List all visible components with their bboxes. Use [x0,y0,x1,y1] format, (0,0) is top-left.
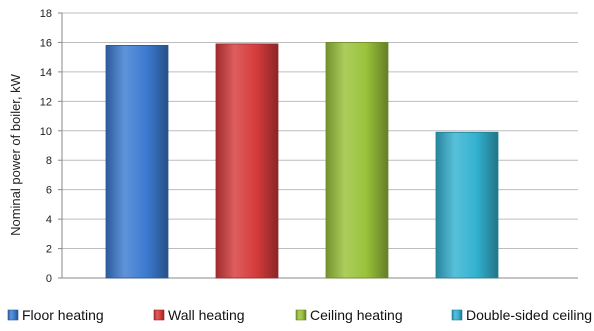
legend-label: Wall heating [168,307,245,323]
legend-label: Double-sided ceiling heating [466,307,594,323]
y-tick-label: 0 [46,273,52,285]
legend-swatch [153,309,165,321]
bars [105,42,499,279]
bar-floor-heating [105,44,169,279]
legend-swatch [7,309,19,321]
bar-wall-heating [215,43,279,279]
y-axis-title: Nominal power of boiler, kW [8,73,23,236]
bar-double-sided-ceiling-heating [435,131,499,279]
legend-swatch [451,309,463,321]
y-tick-label: 10 [40,126,52,138]
legend-label: Ceiling heating [310,307,403,323]
y-axis: 0 2 4 6 8 10 12 14 16 18 [40,8,578,285]
y-tick-label: 12 [40,96,52,108]
y-tick-label: 2 [46,244,52,256]
y-tick-label: 14 [40,67,52,79]
y-tick-label: 18 [40,8,52,20]
y-tick-label: 8 [46,155,52,167]
y-tick-label: 6 [46,185,52,197]
legend-swatch [295,309,307,321]
y-tick-label: 4 [46,214,52,226]
legend: Floor heating Wall heating Ceiling heating… [7,307,594,323]
legend-label: Floor heating [22,307,104,323]
bar-ceiling-heating [325,42,389,279]
y-tick-label: 16 [40,37,52,49]
